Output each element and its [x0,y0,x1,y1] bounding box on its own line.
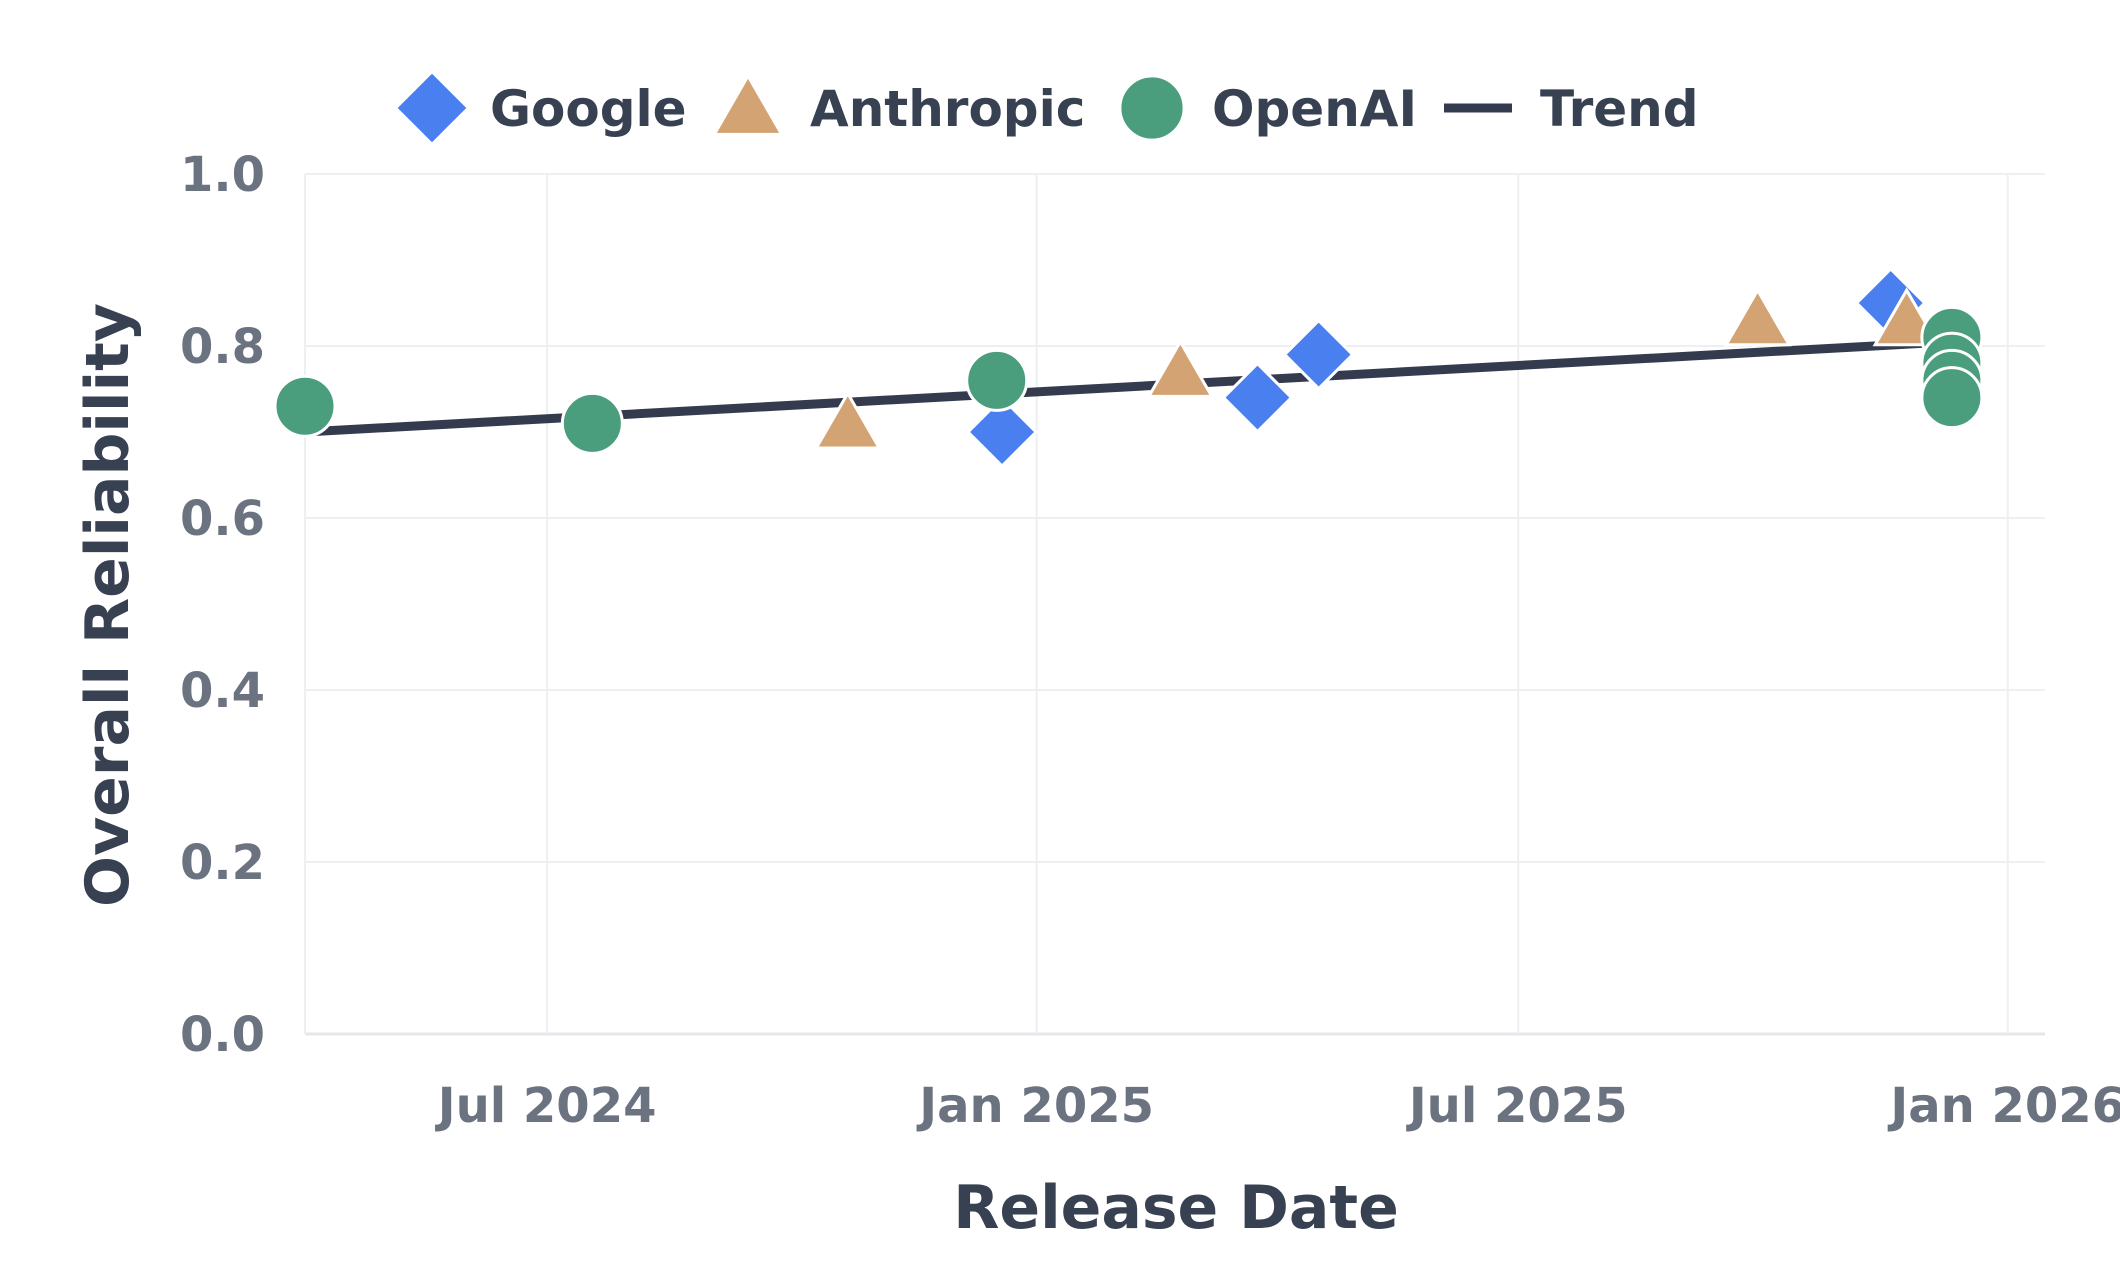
anthropic-point [813,390,882,450]
y-axis-title: Overall Reliability [73,303,143,907]
legend-openai-label: OpenAI [1212,80,1417,138]
y-tick-label: 0.6 [180,491,265,547]
x-tick-label: Jan 2026 [1887,1078,2120,1134]
x-axis-title: Release Date [953,1173,1399,1243]
legend-anthropic-swatch [711,72,785,136]
legend-google-label: Google [490,80,687,138]
y-tick-label: 0.4 [180,663,265,719]
grid [304,173,2045,1036]
google-point [1221,361,1294,434]
legend-google-swatch [393,69,471,147]
openai-point [1920,366,1984,430]
points-layer [273,266,1984,469]
y-tick-label: 0.8 [180,319,265,375]
google-point [1282,318,1355,391]
y-tick-label: 0.0 [180,1007,265,1063]
legend-openai-swatch [1118,74,1186,142]
trend-layer [304,337,1953,437]
legend-anthropic-label: Anthropic [810,80,1085,138]
axes: 0.0 0.2 0.4 0.6 0.8 1.0 Jul 2024 Jan 2025 Jul 20… [180,147,2120,1134]
trend-line [304,337,1953,437]
anthropic-point [1723,287,1792,347]
y-tick-label: 0.2 [180,835,265,891]
x-tick-label: Jul 2024 [435,1078,657,1134]
openai-point [965,348,1029,412]
openai-point [273,374,337,438]
x-tick-label: Jul 2025 [1406,1078,1628,1134]
openai-point [560,391,624,455]
google-point [965,395,1039,469]
y-tick-label: 1.0 [180,147,265,203]
legend: Google Anthropic OpenAI Trend [393,69,1699,147]
legend-trend-label: Trend [1540,80,1699,138]
x-tick-label: Jan 2025 [916,1078,1154,1134]
anthropic-point [1146,338,1215,398]
